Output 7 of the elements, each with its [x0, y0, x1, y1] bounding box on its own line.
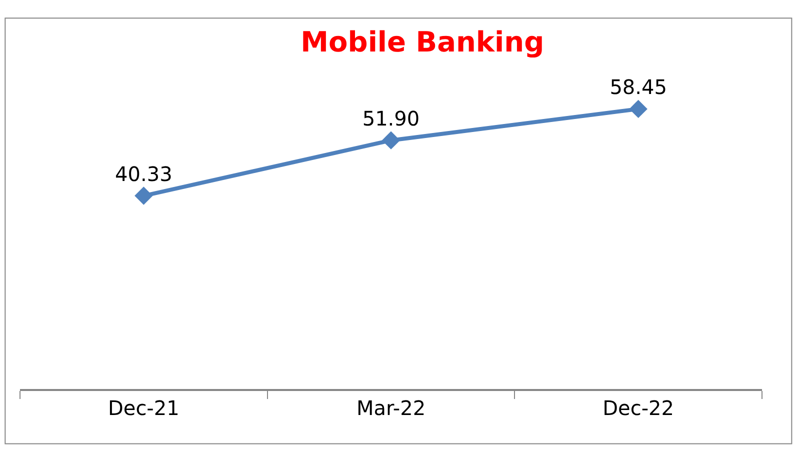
chart-title: Mobile Banking: [300, 26, 544, 59]
x-tick-label: Dec-21: [108, 396, 180, 420]
data-label: 40.33: [115, 162, 172, 186]
data-label: 51.90: [362, 106, 420, 131]
data-label: 58.45: [610, 75, 667, 100]
x-tick-label: Dec-22: [602, 396, 674, 420]
x-tick-label: Mar-22: [356, 396, 426, 420]
